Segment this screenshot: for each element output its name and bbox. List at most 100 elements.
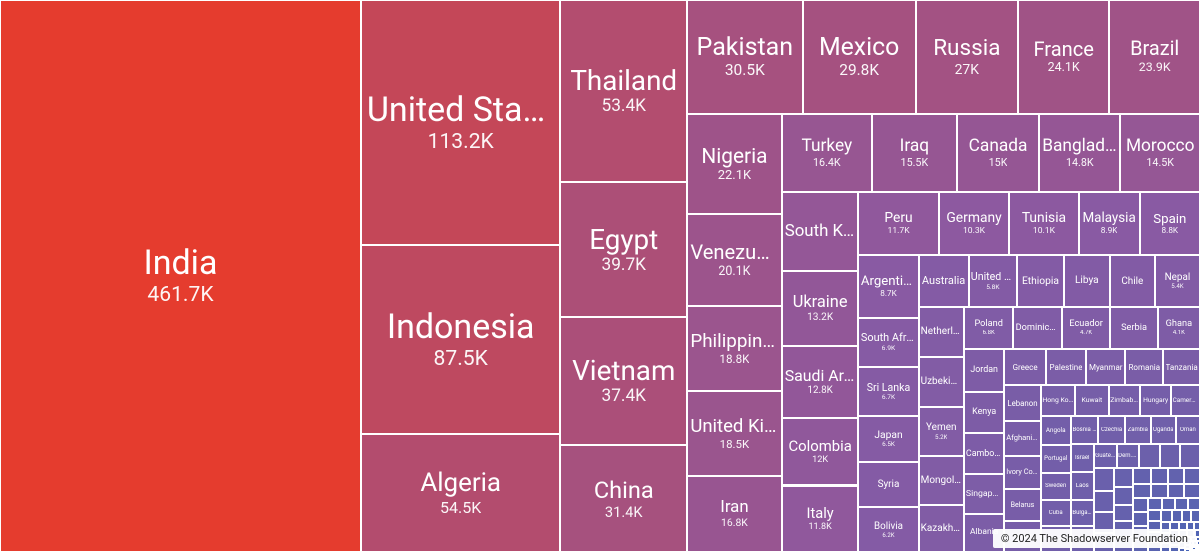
treemap-cell[interactable]: Canada15K — [957, 114, 1039, 193]
treemap-cell[interactable]: Hungary — [1140, 385, 1170, 416]
treemap-cell[interactable]: Taiwan — [1004, 521, 1040, 552]
treemap-cell[interactable]: Guatemala — [1094, 444, 1117, 468]
treemap-cell[interactable] — [1170, 522, 1180, 530]
treemap-cell[interactable]: Serbia — [1110, 307, 1157, 349]
treemap-cell[interactable]: United States113.2K — [361, 0, 561, 245]
treemap-cell[interactable]: Libya — [1064, 255, 1110, 307]
treemap-cell[interactable] — [1151, 484, 1168, 498]
treemap-cell[interactable]: Egypt39.7K — [560, 182, 687, 317]
treemap-cell[interactable]: Saudi Arabia12.8K — [782, 346, 859, 418]
treemap-cell[interactable]: Iraq15.5K — [872, 114, 957, 193]
treemap-cell[interactable]: Nepal5.4K — [1155, 255, 1200, 307]
treemap-cell[interactable]: Burkina Faso — [1071, 526, 1094, 552]
treemap-cell[interactable]: Singapore — [964, 474, 1004, 514]
treemap-cell[interactable]: Poland6.8K — [964, 307, 1013, 349]
treemap-cell[interactable]: Mongolia — [919, 456, 964, 504]
treemap-cell[interactable] — [1161, 510, 1172, 522]
treemap-cell[interactable]: Philippines18.8K — [687, 306, 782, 392]
treemap-cell[interactable] — [1182, 510, 1191, 522]
treemap-cell[interactable] — [1151, 468, 1168, 484]
treemap-cell[interactable]: Angola — [1041, 416, 1071, 445]
treemap-cell[interactable] — [1161, 522, 1170, 533]
treemap-cell[interactable]: Sweden — [1041, 473, 1071, 500]
treemap-cell[interactable]: South Africa6.9K — [858, 318, 918, 368]
treemap-cell[interactable]: Syria — [858, 462, 918, 507]
treemap-cell[interactable]: Tanzania — [1163, 349, 1200, 385]
treemap-cell[interactable]: Albania — [964, 514, 1004, 552]
treemap-cell[interactable]: China31.4K — [560, 445, 687, 552]
treemap-cell[interactable] — [1170, 538, 1180, 545]
treemap-cell[interactable] — [1133, 512, 1147, 526]
treemap-cell[interactable]: Dominican Republic — [1013, 307, 1061, 349]
treemap-cell[interactable]: Czechia — [1098, 416, 1125, 444]
treemap-cell[interactable]: Japan6.5K — [858, 416, 918, 463]
treemap-cell[interactable]: Kuwait — [1075, 385, 1108, 416]
treemap-cell[interactable]: India461.7K — [0, 0, 361, 552]
treemap-cell[interactable]: Kenya — [964, 392, 1004, 434]
treemap-cell[interactable] — [1094, 491, 1114, 512]
treemap-cell[interactable] — [1148, 521, 1161, 532]
treemap-cell[interactable] — [1114, 468, 1134, 487]
treemap-cell[interactable]: Lebanon — [1004, 385, 1040, 421]
treemap-cell[interactable]: Argentina8.7K — [858, 255, 918, 317]
treemap-cell[interactable] — [1094, 533, 1114, 552]
treemap-cell[interactable]: Colombia12K — [782, 418, 859, 486]
treemap-cell[interactable]: Indonesia87.5K — [361, 245, 561, 434]
treemap-cell[interactable]: Hong Kong — [1041, 385, 1076, 416]
treemap-cell[interactable]: Bosnia and Herz. — [1071, 416, 1098, 444]
treemap-cell[interactable]: Nigeria22.1K — [687, 114, 782, 215]
treemap-cell[interactable]: Cameroon — [1171, 385, 1200, 416]
treemap-cell[interactable] — [1194, 522, 1200, 530]
treemap-cell[interactable] — [1094, 512, 1114, 532]
treemap-cell[interactable]: Morocco14.5K — [1120, 114, 1200, 193]
treemap-cell[interactable]: Bangladesh14.8K — [1039, 114, 1120, 193]
treemap-cell[interactable] — [1170, 530, 1180, 538]
treemap-cell[interactable] — [1187, 522, 1194, 530]
treemap-cell[interactable] — [1175, 498, 1188, 510]
treemap-cell[interactable]: Russia27K — [916, 0, 1018, 114]
treemap-cell[interactable] — [1161, 533, 1170, 543]
treemap-cell[interactable] — [1191, 510, 1200, 522]
treemap-cell[interactable]: Tunisia10.1K — [1009, 192, 1078, 255]
treemap-cell[interactable] — [1114, 537, 1134, 552]
treemap-cell[interactable]: Mexico29.8K — [803, 0, 916, 114]
treemap-cell[interactable] — [1188, 498, 1200, 510]
treemap-cell[interactable]: Myanmar — [1086, 349, 1125, 385]
treemap-cell[interactable] — [1148, 510, 1161, 521]
treemap-cell[interactable] — [1094, 468, 1114, 491]
treemap-cell[interactable]: Turkey16.4K — [782, 114, 872, 193]
treemap-cell[interactable] — [1133, 498, 1147, 512]
treemap-cell[interactable]: Pakistan30.5K — [687, 0, 803, 114]
treemap-cell[interactable]: Yemen5.2K — [919, 407, 964, 456]
treemap-cell[interactable] — [1172, 510, 1182, 522]
treemap-cell[interactable] — [1114, 505, 1134, 522]
treemap-cell[interactable]: Brazil23.9K — [1109, 0, 1200, 114]
treemap-cell[interactable]: Cambodia — [964, 433, 1004, 474]
treemap-cell[interactable] — [1114, 487, 1134, 505]
treemap-cell[interactable]: Ukraine13.2K — [782, 271, 859, 345]
treemap-cell[interactable] — [1114, 521, 1134, 536]
treemap-cell[interactable] — [1168, 484, 1184, 498]
treemap-cell[interactable]: Uganda — [1151, 416, 1176, 444]
treemap-cell[interactable]: South Korea — [782, 192, 859, 271]
treemap-cell[interactable]: Romania — [1125, 349, 1163, 385]
treemap-cell[interactable]: Chile — [1110, 255, 1155, 307]
treemap-cell[interactable] — [1148, 542, 1161, 552]
treemap-cell[interactable] — [1148, 498, 1162, 510]
treemap-cell[interactable] — [1148, 532, 1161, 542]
treemap-cell[interactable]: Bulgaria — [1071, 500, 1094, 527]
treemap-cell[interactable]: Palestine — [1046, 349, 1086, 385]
treemap-cell[interactable]: France24.1K — [1018, 0, 1109, 114]
treemap-cell[interactable] — [1160, 444, 1180, 468]
treemap-cell[interactable]: Vietnam37.4K — [560, 317, 687, 445]
treemap-cell[interactable] — [1180, 444, 1200, 468]
treemap-cell[interactable]: United Kingdom18.5K — [687, 391, 782, 475]
treemap-cell[interactable]: Ecuador4.7K — [1062, 307, 1110, 349]
treemap-cell[interactable]: Spain8.8K — [1140, 192, 1200, 255]
treemap-cell[interactable]: Afghanistan — [1004, 421, 1040, 456]
treemap-cell[interactable]: Zimbabwe — [1109, 385, 1141, 416]
treemap-cell[interactable]: Portugal — [1041, 445, 1071, 473]
treemap-cell[interactable]: Ghana4.1K — [1158, 307, 1200, 349]
treemap-cell[interactable]: Iran16.8K — [687, 476, 782, 552]
treemap-cell[interactable]: Jordan — [964, 349, 1004, 392]
